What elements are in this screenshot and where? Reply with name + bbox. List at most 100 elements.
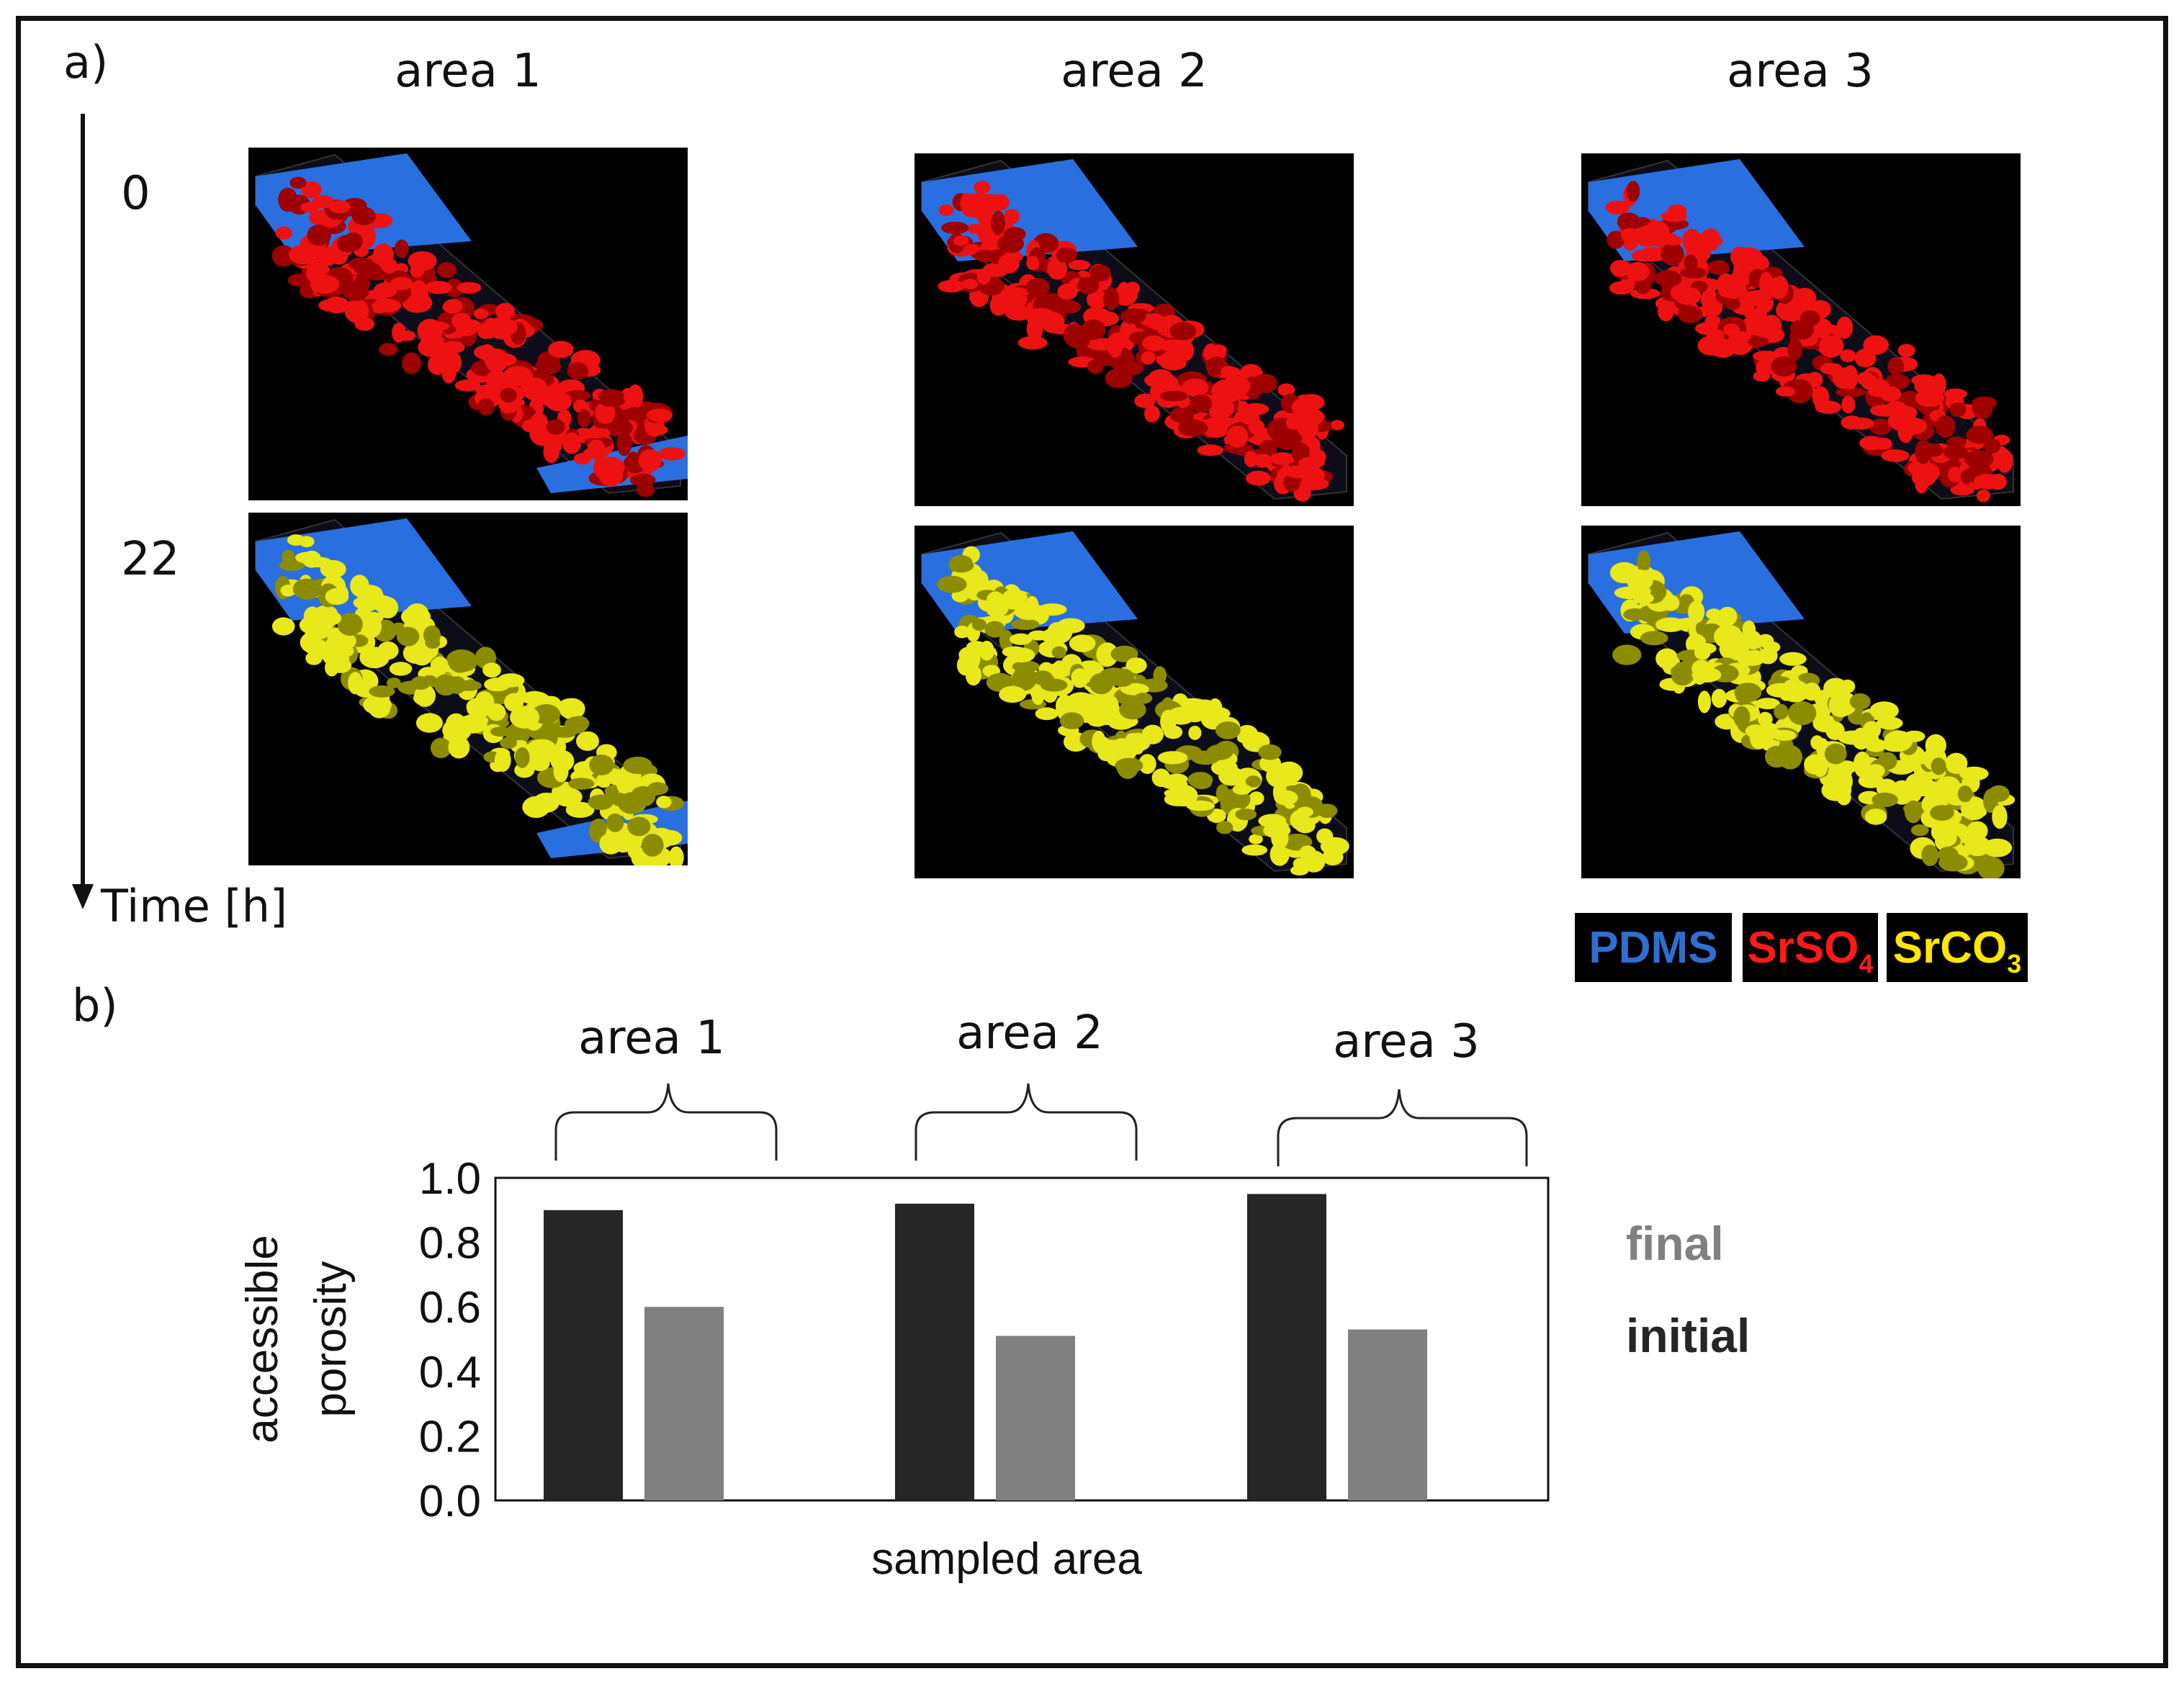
- grain: [1818, 336, 1844, 358]
- grain: [1182, 378, 1209, 397]
- legend-srso4-text: SrSO: [1747, 922, 1859, 973]
- grain: [606, 813, 624, 832]
- grain: [410, 264, 425, 278]
- grain: [1125, 282, 1140, 295]
- grain: [515, 747, 530, 768]
- grain: [997, 289, 1028, 310]
- grain: [1655, 617, 1686, 632]
- grain: [1623, 608, 1648, 621]
- grain: [1769, 275, 1789, 300]
- grain: [1277, 383, 1295, 397]
- grain: [1688, 600, 1705, 623]
- grain: [1167, 706, 1195, 725]
- grain: [626, 451, 640, 474]
- grain: [325, 659, 339, 677]
- grain: [1186, 800, 1215, 811]
- grain: [1012, 667, 1037, 691]
- grain: [1758, 647, 1778, 665]
- grain: [510, 706, 540, 729]
- grain: [1249, 834, 1263, 845]
- grain: [1755, 698, 1780, 710]
- grain: [414, 684, 436, 707]
- grain: [1208, 698, 1223, 719]
- grain: [318, 611, 342, 626]
- grain: [984, 621, 1005, 638]
- grain: [1089, 264, 1111, 282]
- grain: [1812, 753, 1828, 778]
- grain: [1779, 652, 1807, 666]
- legend-srso4: SrSO4: [1743, 913, 1878, 982]
- grain: [1869, 418, 1892, 436]
- grain: [1191, 750, 1220, 765]
- grain: [1141, 724, 1164, 744]
- bar-final-2: [996, 1336, 1075, 1500]
- grain: [292, 578, 321, 600]
- grain: [1298, 456, 1325, 469]
- grain: [598, 395, 625, 408]
- grain: [1017, 336, 1048, 350]
- grain: [381, 258, 397, 274]
- grain: [1612, 644, 1642, 665]
- grain: [307, 224, 331, 246]
- grain: [1038, 603, 1067, 616]
- grain: [1077, 276, 1100, 294]
- grain: [446, 649, 477, 670]
- grain: [287, 534, 305, 546]
- grain: [1244, 451, 1258, 468]
- brace-1: [554, 1083, 778, 1161]
- grain: [363, 695, 392, 715]
- grain: [1735, 692, 1758, 703]
- grain: [641, 834, 664, 857]
- grain: [965, 665, 981, 686]
- grain: [1010, 633, 1033, 645]
- grain: [1103, 287, 1120, 310]
- grain: [1107, 738, 1138, 762]
- grain: [482, 662, 501, 677]
- grain: [1296, 806, 1313, 818]
- grain: [1610, 259, 1631, 277]
- grain: [1169, 322, 1197, 341]
- grain: [1051, 646, 1066, 659]
- legend-srso4-sub: 4: [1859, 948, 1874, 978]
- grain: [1007, 647, 1035, 663]
- time-axis-label: Time [h]: [101, 880, 288, 932]
- grain: [1960, 832, 1983, 845]
- grain: [668, 846, 684, 865]
- grain: [971, 618, 987, 631]
- grain: [1992, 804, 2008, 829]
- grain: [1904, 800, 1922, 824]
- grain: [487, 703, 506, 721]
- grain: [275, 226, 292, 240]
- grain-render: [921, 159, 1347, 502]
- grain: [1661, 210, 1688, 222]
- grain: [328, 200, 351, 214]
- grain: [1087, 289, 1108, 310]
- grain: [1820, 363, 1841, 375]
- grain: [599, 832, 623, 855]
- grain: [483, 318, 498, 339]
- grain: [974, 250, 998, 263]
- grain: [1888, 408, 1917, 432]
- grain: [1959, 766, 1989, 781]
- grain: [417, 318, 444, 343]
- grain: [1232, 783, 1252, 795]
- grain: [337, 644, 354, 657]
- grain: [1766, 683, 1795, 698]
- bar-initial-1: [544, 1210, 623, 1500]
- grain: [1881, 449, 1910, 462]
- grain: [938, 204, 954, 216]
- grain: [1840, 349, 1856, 362]
- grain: [542, 360, 562, 374]
- grain: [1290, 865, 1309, 876]
- grain: [1658, 300, 1675, 322]
- grain: [966, 641, 987, 652]
- grain: [1662, 595, 1680, 611]
- grain: [562, 432, 582, 454]
- grain: [402, 352, 421, 374]
- grain: [1938, 853, 1968, 872]
- grain: [1825, 743, 1847, 765]
- grain: [311, 195, 335, 209]
- grain: [558, 698, 580, 716]
- grain: [1269, 452, 1295, 465]
